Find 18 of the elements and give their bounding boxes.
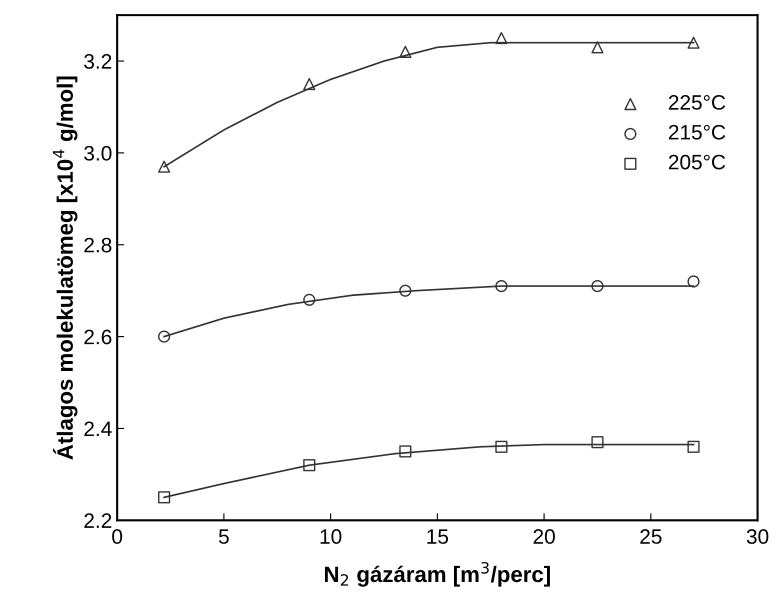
- y-tick-label: 2.2: [84, 513, 112, 528]
- x-tick-label: 5: [218, 529, 229, 544]
- legend-label: 225°C: [668, 95, 726, 110]
- x-tick-label: 0: [112, 529, 122, 544]
- y-tick-label: 2.4: [84, 421, 112, 436]
- y-tick-label: 3.2: [84, 54, 112, 69]
- x-tick-label: 25: [640, 529, 662, 544]
- y-tick-label: 2.6: [84, 330, 112, 344]
- x-tick-label: 10: [320, 529, 342, 544]
- x-tick-label: 30: [746, 529, 768, 544]
- x-axis-title: N$_{2}$ gázáram [m$^{3}$/perc]: [324, 562, 550, 587]
- legend-label: 215°C: [668, 124, 726, 140]
- x-tick-label: 15: [427, 529, 448, 544]
- x-tick-label: 20: [534, 529, 555, 544]
- y-tick-label: 3.0: [84, 146, 112, 161]
- y-tick-label: 2.8: [84, 238, 112, 253]
- y-axis-title: Átlagos molekulatömeg [x10$^{4}$ g/mol]: [52, 76, 78, 460]
- legend-label: 205°C: [668, 154, 726, 170]
